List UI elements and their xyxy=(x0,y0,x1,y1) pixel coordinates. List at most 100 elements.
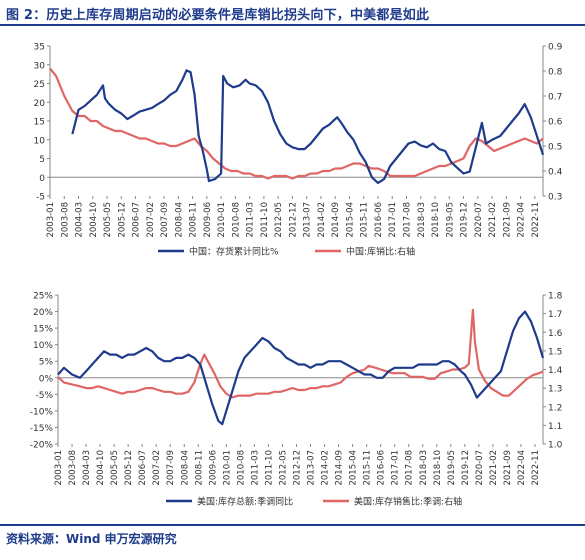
x-tick-label: 2012-12 xyxy=(288,202,298,238)
right-tick-label: 1.3 xyxy=(548,385,562,395)
x-tick-label: 2012-05 xyxy=(278,450,288,486)
x-tick-label: 2007-09 xyxy=(160,202,170,238)
x-tick-label: 2021-09 xyxy=(502,202,512,238)
right-tick-label: 1.4 xyxy=(548,366,563,376)
x-tick-label: 2018-03 xyxy=(419,450,429,486)
x-tick-label: 2011-10 xyxy=(264,450,274,486)
left-tick-label: 5% xyxy=(39,358,54,368)
left-tick-label: 20 xyxy=(34,99,46,109)
us-inventory-chart: -20% -15% -10% -5% 0% 5% 10% 15% 20% 25% 1.0 1.1 1.2… xyxy=(30,292,563,508)
x-tick-label: 2022-04 xyxy=(517,450,527,486)
left-tick-label: 35 xyxy=(34,43,45,53)
series-line-ratio xyxy=(49,67,544,180)
left-tick-label: 30 xyxy=(34,61,46,71)
x-tick-label: 2014-02 xyxy=(317,202,327,238)
left-tick-label: 25% xyxy=(33,292,53,302)
left-tick-label: 10 xyxy=(34,136,46,146)
x-tick-label: 2019-12 xyxy=(461,450,471,486)
legend-label: 中国:库销比:右轴 xyxy=(346,246,415,258)
series-line-ratio xyxy=(57,308,544,399)
figure-title: 图 2：历史上库存周期启动的必要条件是库销比拐头向下，中美都是如此 xyxy=(6,8,430,23)
right-tick-label: 1.6 xyxy=(548,329,563,339)
left-tick-label: 20% xyxy=(33,308,53,318)
right-tick-label: 0.8 xyxy=(548,68,563,78)
x-tick-label: 2010-01 xyxy=(217,202,227,238)
x-tick-label: 2010-01 xyxy=(222,450,232,486)
left-tick-label: -5 xyxy=(36,193,45,203)
right-tick-label: 1.0 xyxy=(548,441,563,451)
left-tick-label: 5 xyxy=(39,155,45,165)
x-tick-label: 2019-05 xyxy=(445,202,455,238)
x-tick-label: 2007-02 xyxy=(146,202,156,238)
x-tick-label: 2009-06 xyxy=(208,450,218,486)
x-tick-label: 2004-10 xyxy=(89,202,99,238)
x-tick-label: 2014-09 xyxy=(331,202,341,238)
x-tick-label: 2008-11 xyxy=(194,450,204,486)
left-tick-label: -5% xyxy=(35,391,53,401)
x-tick-label: 2020-07 xyxy=(474,202,484,238)
left-tick-label: -20% xyxy=(30,441,54,451)
x-tick-label: 2013-07 xyxy=(307,450,317,486)
left-tick-label: 0% xyxy=(39,374,54,384)
x-tick-label: 2005-05 xyxy=(110,450,120,486)
x-tick-label: 2004-03 xyxy=(75,202,85,238)
x-tick-label: 2022-04 xyxy=(517,202,527,238)
x-tick-label: 2014-02 xyxy=(321,450,331,486)
x-tick-label: 2017-08 xyxy=(403,202,413,238)
x-tick-label: 2017-01 xyxy=(388,202,398,238)
x-tick-label: 2020-07 xyxy=(475,450,485,486)
right-tick-label: 1.7 xyxy=(548,310,562,320)
left-tick-label: -15% xyxy=(30,424,54,434)
right-tick-label: 1.2 xyxy=(548,403,562,413)
x-tick-label: 2005-05 xyxy=(103,202,113,238)
x-tick-label: 2018-10 xyxy=(433,450,443,486)
left-tick-label: -10% xyxy=(30,407,54,417)
x-tick-label: 2011-10 xyxy=(260,202,270,238)
x-tick-label: 2015-11 xyxy=(360,202,370,238)
x-tick-label: 2021-02 xyxy=(488,202,498,238)
x-tick-label: 2010-08 xyxy=(231,202,241,238)
x-tick-label: 2021-02 xyxy=(489,450,499,486)
x-tick-label: 2008-11 xyxy=(189,202,199,238)
x-tick-label: 2008-04 xyxy=(174,202,184,238)
x-tick-label: 2017-08 xyxy=(405,450,415,486)
x-tick-label: 2006-07 xyxy=(132,202,142,238)
x-tick-label: 2011-03 xyxy=(246,202,256,238)
right-tick-label: 0.3 xyxy=(548,193,562,203)
left-tick-label: 10% xyxy=(33,341,53,351)
x-tick-label: 2003-01 xyxy=(46,202,56,238)
title-rule xyxy=(0,24,585,26)
right-tick-label: 0.7 xyxy=(548,93,562,103)
x-tick-label: 2017-01 xyxy=(391,450,401,486)
right-tick-label: 1.8 xyxy=(548,292,563,302)
x-tick-label: 2018-10 xyxy=(431,202,441,238)
x-tick-label: 2009-06 xyxy=(203,202,213,238)
right-tick-label: 0.4 xyxy=(548,168,563,178)
right-tick-label: 0.5 xyxy=(548,143,562,153)
x-tick-label: 2018-03 xyxy=(417,202,427,238)
x-tick-label: 2003-01 xyxy=(54,450,64,486)
right-tick-label: 1.5 xyxy=(548,347,562,357)
right-tick-label: 0.6 xyxy=(548,118,563,128)
series-line-inventory xyxy=(57,310,545,426)
x-tick-label: 2011-03 xyxy=(250,450,260,486)
x-tick-label: 2012-05 xyxy=(274,202,284,238)
x-tick-label: 2006-07 xyxy=(138,450,148,486)
x-tick-label: 2015-04 xyxy=(349,450,359,486)
right-tick-label: 1.1 xyxy=(548,422,562,432)
x-tick-label: 2019-12 xyxy=(460,202,470,238)
x-tick-label: 2007-02 xyxy=(152,450,162,486)
left-tick-label: 15% xyxy=(33,325,53,335)
right-tick-label: 0.9 xyxy=(548,43,563,53)
x-tick-label: 2014-09 xyxy=(335,450,345,486)
x-tick-label: 2013-07 xyxy=(303,202,313,238)
x-tick-label: 2010-08 xyxy=(236,450,246,486)
legend-label: 美国:库存销售比:季调:右轴 xyxy=(354,496,462,508)
x-tick-label: 2022-11 xyxy=(531,202,541,238)
left-tick-label: 15 xyxy=(34,118,45,128)
legend-label: 中国：存货累计同比% xyxy=(189,246,279,258)
china-inventory-chart: -5 0 5 10 15 20 25 30 35 0.3 0.4 0.5 0.6 0.7 0.8 0.9 200… xyxy=(34,43,563,258)
series-line-inventory xyxy=(71,69,545,184)
x-tick-label: 2004-10 xyxy=(96,450,106,486)
x-tick-label: 2016-06 xyxy=(377,450,387,486)
